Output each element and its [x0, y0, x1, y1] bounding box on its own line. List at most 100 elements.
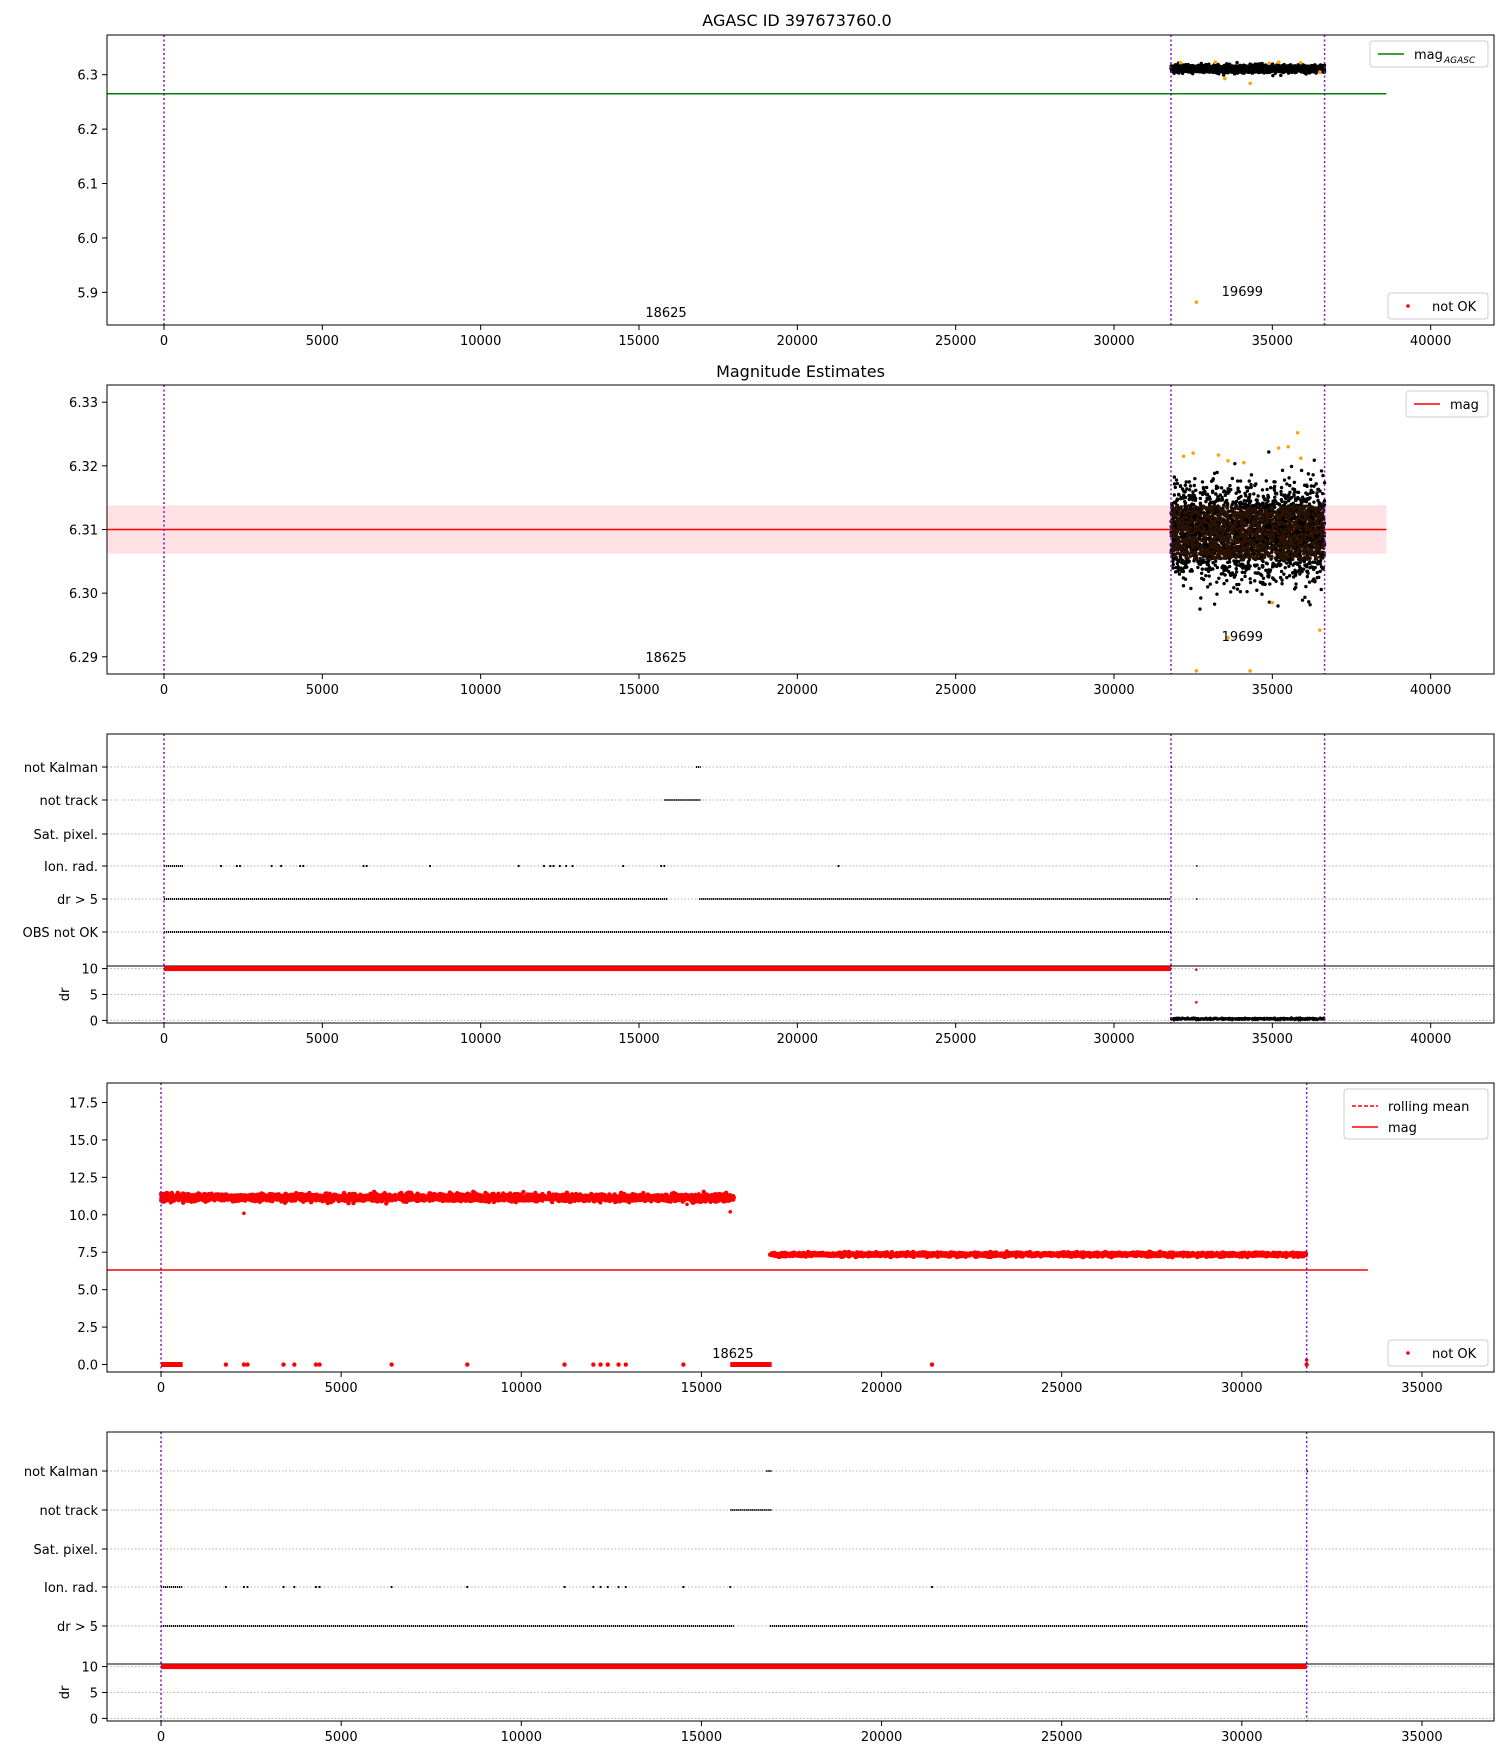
- observation-point: [1294, 571, 1298, 575]
- observation-point: [1171, 562, 1175, 567]
- observation-point: [1297, 568, 1302, 572]
- observation-point: [1296, 490, 1300, 494]
- observation-point: [1187, 493, 1192, 498]
- observation-point: [1180, 67, 1185, 71]
- observation-point: [1184, 480, 1188, 484]
- observation-point: [1212, 602, 1217, 606]
- observation-point: [1248, 580, 1253, 585]
- x-tick-label: 20000: [777, 334, 818, 349]
- observation-point: [1270, 62, 1275, 66]
- observation-point: [1266, 69, 1270, 73]
- observation-point: [1235, 71, 1240, 75]
- observation-point: [1219, 486, 1224, 490]
- observation-point: [1292, 494, 1296, 498]
- observation-point: [1258, 67, 1263, 71]
- observation-point: [1204, 485, 1209, 490]
- observation-point: [1249, 473, 1254, 477]
- x-tick-label: 5000: [306, 334, 339, 349]
- observation-point: [1215, 498, 1219, 502]
- observation-point: [1272, 66, 1277, 70]
- observation-point: [1261, 576, 1266, 580]
- observation-point: [1248, 577, 1252, 581]
- observation-point: [1293, 65, 1298, 69]
- observation-point: [1279, 489, 1283, 494]
- observation-point: [1200, 567, 1204, 571]
- legend-marker: [1406, 304, 1410, 308]
- x-tick-label: 10000: [460, 334, 501, 349]
- observation-point: [1249, 70, 1253, 74]
- observation-point: [1264, 561, 1269, 565]
- observation-point: [1309, 488, 1313, 492]
- observation-point: [1223, 493, 1228, 498]
- observation-point: [1297, 564, 1302, 569]
- observation-point: [1278, 575, 1283, 580]
- observation-point: [1267, 66, 1272, 70]
- observation-point: [1181, 584, 1186, 588]
- observation-point: [1275, 68, 1279, 72]
- observation-point: [1311, 473, 1315, 477]
- observation-point: [1317, 575, 1321, 580]
- observation-point: [1184, 66, 1189, 71]
- observation-point: [1172, 482, 1177, 486]
- observation-point: [1288, 496, 1293, 500]
- observation-point: [1201, 485, 1206, 490]
- observation-point: [1296, 495, 1300, 500]
- observation-point: [1257, 566, 1261, 571]
- observation-point: [1183, 483, 1188, 487]
- observation-point: [1246, 560, 1250, 564]
- observation-point: [1308, 69, 1313, 73]
- outlier-point: [1318, 70, 1322, 74]
- observation-point: [1291, 575, 1296, 579]
- observation-point: [1261, 564, 1265, 568]
- observation-point: [1249, 485, 1253, 489]
- observation-point: [1213, 563, 1217, 567]
- observation-point: [1171, 559, 1175, 564]
- observation-point: [1200, 480, 1205, 484]
- observation-point: [1222, 568, 1226, 573]
- observation-point: [1177, 559, 1181, 563]
- observation-point: [1222, 489, 1226, 493]
- observation-point: [1205, 543, 1209, 547]
- y-tick-label: 6.1: [77, 178, 98, 193]
- observation-point: [1298, 560, 1302, 565]
- figure-title: AGASC ID 397673760.0: [702, 11, 891, 30]
- observation-point: [1302, 66, 1306, 70]
- observation-point: [1176, 66, 1180, 70]
- observation-point: [1237, 582, 1241, 587]
- observation-point: [1219, 498, 1223, 502]
- observation-point: [1294, 529, 1298, 533]
- observation-point: [1266, 524, 1270, 528]
- observation-point: [1305, 492, 1310, 497]
- observation-point: [1273, 480, 1277, 484]
- observation-point: [1306, 472, 1311, 476]
- y-tick-label: 6.2: [77, 123, 98, 138]
- outlier-point: [1276, 60, 1281, 65]
- observation-point: [1226, 486, 1230, 491]
- observation-point: [1256, 494, 1260, 498]
- observation-point: [1300, 495, 1305, 499]
- observation-point: [1214, 559, 1218, 563]
- observation-point: [1204, 68, 1208, 72]
- observation-point: [1318, 569, 1322, 574]
- observation-point: [1234, 570, 1239, 574]
- observation-point: [1279, 69, 1283, 73]
- observation-point: [1214, 492, 1218, 496]
- x-tick-label: 0: [160, 334, 168, 349]
- observation-point: [1225, 498, 1229, 503]
- observation-point: [1264, 568, 1268, 572]
- observation-point: [1261, 580, 1265, 585]
- observation-point: [1316, 487, 1321, 492]
- observation-point: [1255, 588, 1259, 592]
- observation-point: [1241, 502, 1246, 506]
- observation-point: [1287, 564, 1291, 568]
- observation-point: [1232, 585, 1236, 590]
- observation-point: [1219, 67, 1223, 72]
- observation-point: [1280, 468, 1285, 473]
- observation-point: [1282, 572, 1286, 576]
- observation-point: [1228, 590, 1233, 594]
- observation-point: [1316, 498, 1320, 503]
- observation-point: [1300, 522, 1304, 527]
- observation-point: [1286, 498, 1291, 503]
- observation-point: [1274, 579, 1278, 583]
- observation-point: [1255, 571, 1260, 575]
